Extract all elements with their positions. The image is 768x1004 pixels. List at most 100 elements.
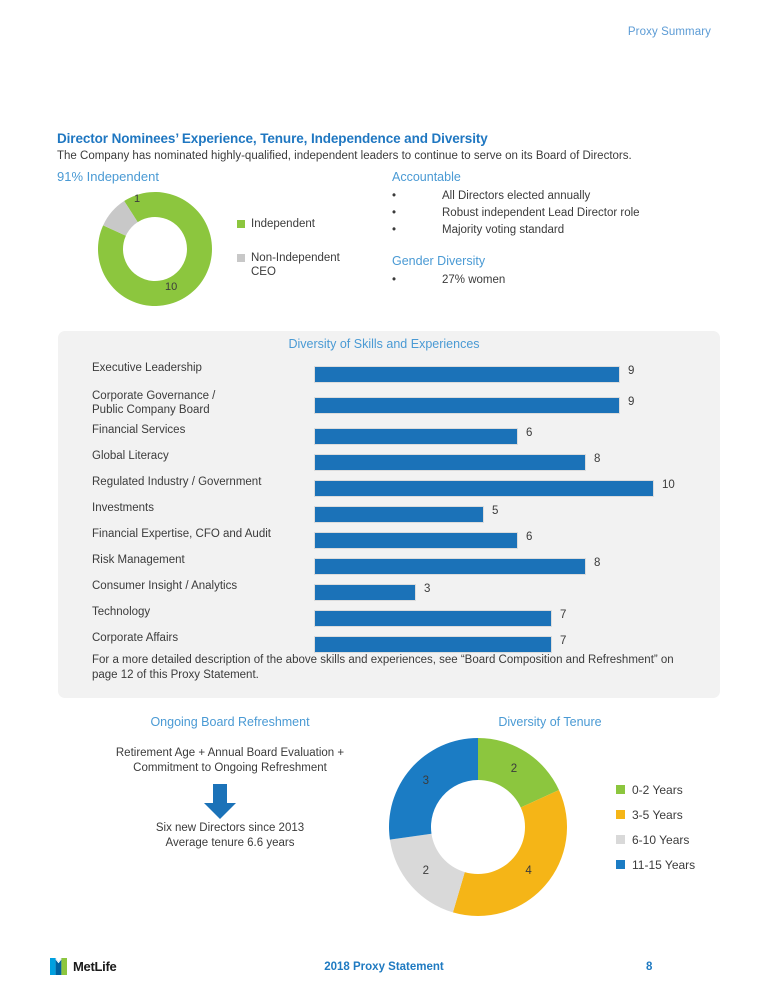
bar-fill bbox=[314, 480, 654, 497]
metlife-wordmark: MetLife bbox=[73, 959, 117, 974]
footer-divider bbox=[0, 941, 768, 942]
bar-label-line: Public Company Board bbox=[92, 403, 210, 416]
bar-label-line: Global Literacy bbox=[92, 450, 169, 462]
bar-label-line: Financial Expertise, CFO and Audit bbox=[92, 528, 271, 540]
bar-value: 5 bbox=[492, 505, 499, 517]
bar-value: 9 bbox=[628, 365, 635, 377]
tenure-legend-item: 6-10 Years bbox=[616, 827, 695, 852]
independence-donut-chart bbox=[98, 192, 212, 306]
accountable-bullet-item-label: All Directors elected annually bbox=[442, 190, 591, 202]
tenure-legend-swatch bbox=[616, 860, 625, 869]
tenure-legend-swatch bbox=[616, 785, 625, 794]
refreshment-foot-line2: Average tenure 6.6 years bbox=[165, 837, 295, 849]
bar-chart-row: Consumer Insight / Analytics 3 bbox=[58, 580, 720, 606]
bar-label-line: Corporate Governance / bbox=[92, 390, 216, 402]
bar-track bbox=[314, 506, 484, 523]
running-head: Proxy Summary bbox=[627, 26, 711, 38]
gender-diversity-heading: Gender Diversity bbox=[392, 254, 486, 268]
footer-center-text: 2018 Proxy Statement bbox=[324, 961, 444, 973]
refreshment-foot-line1: Six new Directors since 2013 bbox=[155, 822, 305, 834]
tenure-legend-swatch bbox=[616, 810, 625, 819]
bar-value: 6 bbox=[526, 427, 533, 439]
tenure-legend-item: 0-2 Years bbox=[616, 777, 695, 802]
donut-slice bbox=[478, 738, 559, 808]
footer-page-number: 8 bbox=[646, 961, 653, 973]
gender-bullet-item-label: 27% women bbox=[442, 274, 506, 286]
bar-chart-row: Financial Services 6 bbox=[58, 424, 720, 450]
bullet-icon: • bbox=[392, 224, 397, 236]
bar-label: Technology bbox=[92, 606, 317, 620]
bar-fill bbox=[314, 610, 552, 627]
bar-track bbox=[314, 428, 518, 445]
independence-heading: 91% Independent bbox=[57, 169, 159, 184]
bar-chart-row: Technology 7 bbox=[58, 606, 720, 632]
refreshment-body: Retirement Age + Annual Board Evaluation… bbox=[90, 746, 370, 776]
bar-track bbox=[314, 584, 416, 601]
refreshment-title: Ongoing Board Refreshment bbox=[150, 715, 310, 729]
donut-slice bbox=[452, 790, 567, 916]
skills-bar-chart: Executive Leadership 9 Corporate Governanc… bbox=[58, 362, 720, 658]
bar-chart-row: Executive Leadership 9 bbox=[58, 362, 720, 388]
metlife-logo: MetLife bbox=[50, 958, 117, 975]
refreshment-body-line1: Retirement Age + Annual Board Evaluation… bbox=[115, 747, 345, 759]
page-subtitle: The Company has nominated highly-qualifi… bbox=[57, 150, 632, 162]
bar-chart-row: Investments 5 bbox=[58, 502, 720, 528]
bar-label: Investments bbox=[92, 502, 317, 516]
bar-label-line: Corporate Affairs bbox=[92, 632, 179, 644]
tenure-legend: 0-2 Years 3-5 Years 6-10 Years 11-15 Years bbox=[616, 777, 695, 877]
metlife-logo-icon bbox=[50, 958, 67, 975]
bar-track bbox=[314, 480, 654, 497]
tenure-legend-swatch bbox=[616, 835, 625, 844]
bar-label: Corporate Affairs bbox=[92, 632, 317, 646]
bar-label-line: Risk Management bbox=[92, 554, 185, 566]
legend-item-independent: Independent bbox=[237, 217, 315, 231]
bar-track bbox=[314, 610, 552, 627]
accountable-heading: Accountable bbox=[392, 170, 461, 184]
bar-value: 8 bbox=[594, 453, 601, 465]
bar-value: 6 bbox=[526, 531, 533, 543]
tenure-legend-label: 6-10 Years bbox=[632, 832, 690, 847]
legend-label-non-independent: Non-Independent CEO bbox=[251, 252, 340, 278]
bar-label-line: Financial Services bbox=[92, 424, 186, 436]
bar-chart-row: Regulated Industry / Government 10 bbox=[58, 476, 720, 502]
refreshment-body-line2: Commitment to Ongoing Refreshment bbox=[133, 762, 327, 774]
bar-track bbox=[314, 397, 620, 414]
bullet-icon: • bbox=[392, 274, 397, 286]
bar-chart-row: Risk Management 8 bbox=[58, 554, 720, 580]
legend-label-independent: Independent bbox=[251, 218, 315, 230]
donut-value-non-independent: 1 bbox=[134, 193, 141, 205]
bullet-icon: • bbox=[392, 207, 397, 219]
bar-chart-row: Corporate Affairs 7 bbox=[58, 632, 720, 658]
tenure-legend-item: 11-15 Years bbox=[616, 852, 695, 877]
bar-label: Consumer Insight / Analytics bbox=[92, 580, 317, 594]
tenure-slice-value: 3 bbox=[422, 775, 429, 788]
bar-fill bbox=[314, 506, 484, 523]
bar-fill bbox=[314, 397, 620, 414]
tenure-legend-label: 11-15 Years bbox=[632, 857, 696, 872]
legend-swatch-non-independent bbox=[237, 254, 245, 262]
donut-slice bbox=[389, 738, 478, 840]
skills-panel-note: For a more detailed description of the a… bbox=[92, 654, 674, 681]
bar-label-line: Consumer Insight / Analytics bbox=[92, 580, 238, 592]
tenure-legend-label: 3-5 Years bbox=[632, 807, 683, 822]
bar-label-line: Technology bbox=[92, 606, 151, 618]
tenure-chart-title: Diversity of Tenure bbox=[498, 715, 602, 729]
bar-value: 7 bbox=[560, 635, 567, 647]
bar-chart-row: Global Literacy 8 bbox=[58, 450, 720, 476]
tenure-donut-chart bbox=[389, 738, 567, 916]
bar-track bbox=[314, 636, 552, 653]
accountable-bullet-item-label: Robust independent Lead Director role bbox=[442, 207, 640, 219]
bar-label: Global Literacy bbox=[92, 450, 317, 464]
bar-value: 10 bbox=[662, 479, 675, 491]
bar-chart-row: Corporate Governance / Public Company Boa… bbox=[58, 388, 720, 424]
page-title: Director Nominees’ Experience, Tenure, I… bbox=[57, 131, 488, 146]
bar-label: Risk Management bbox=[92, 554, 317, 568]
bar-track bbox=[314, 558, 586, 575]
legend-item-non-independent: Non-Independent CEO bbox=[237, 251, 343, 279]
bar-label-line: Executive Leadership bbox=[92, 362, 202, 374]
bar-label-line: Investments bbox=[92, 502, 154, 514]
skills-chart-title: Diversity of Skills and Experiences bbox=[288, 337, 480, 351]
down-arrow-icon bbox=[204, 784, 236, 819]
tenure-slice-value: 2 bbox=[510, 762, 518, 775]
